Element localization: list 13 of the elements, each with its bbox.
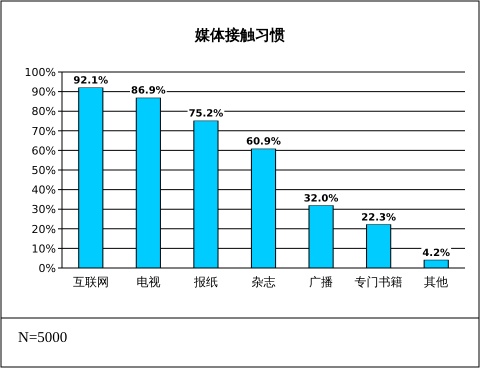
y-tick-label: 40% — [32, 184, 56, 197]
annotation: N=5000 — [18, 330, 68, 346]
y-tick-label: 80% — [32, 105, 56, 118]
y-tick-label: 20% — [32, 222, 56, 236]
title: 媒体接触习惯 — [195, 26, 285, 44]
y-tick-label: 60% — [32, 144, 56, 158]
y-tick-label: 50% — [32, 164, 56, 177]
y-tick-label: 30% — [32, 203, 56, 216]
y-tick-label: 90% — [32, 86, 56, 99]
y-tick-label: 10% — [32, 242, 56, 256]
y-tick-label: 70% — [32, 124, 56, 138]
y-tick-label: 0% — [38, 262, 56, 275]
y-tick-label: 100% — [24, 66, 56, 79]
